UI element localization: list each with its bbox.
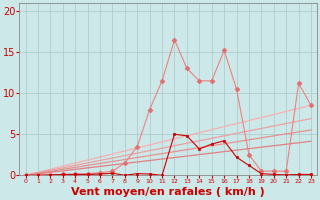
X-axis label: Vent moyen/en rafales ( km/h ): Vent moyen/en rafales ( km/h ) — [71, 187, 265, 197]
